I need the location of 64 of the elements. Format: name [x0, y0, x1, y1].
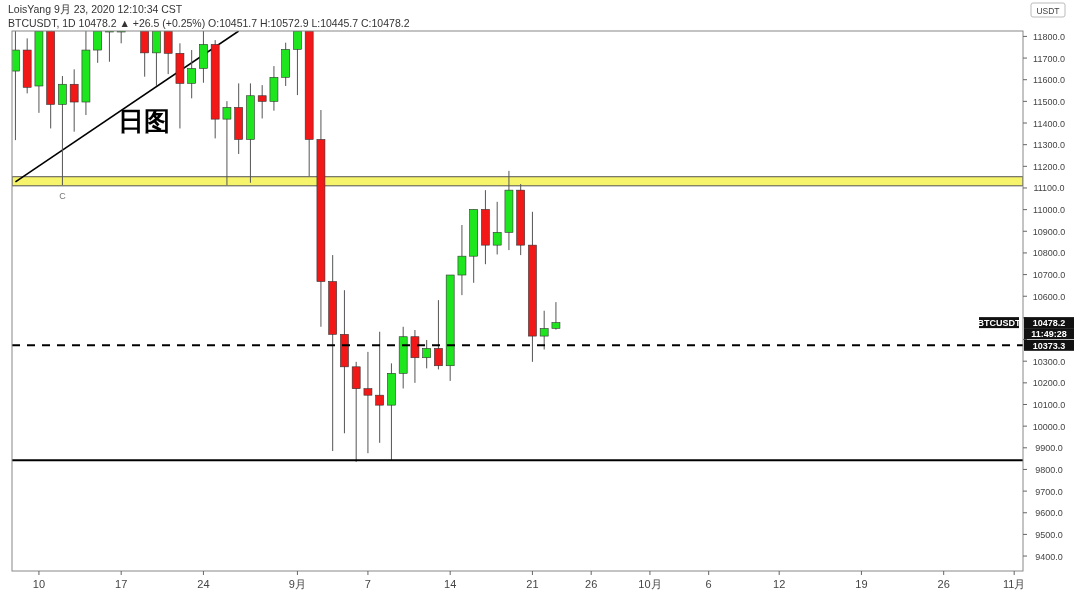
annotation: 日图 [118, 106, 170, 136]
y-tick-label: 9600.0 [1035, 508, 1063, 519]
ref-line-label: 10373.3 [1032, 340, 1066, 351]
x-tick-label: 10月 [638, 578, 662, 590]
x-tick-label: 14 [444, 578, 457, 590]
text: 11:49:28 [1031, 329, 1067, 340]
candlestick [163, 31, 173, 75]
y-tick-label: 10900.0 [1032, 226, 1066, 237]
chart-title: LoisYang 9月 23, 2020 12:10:34 CST [8, 3, 183, 15]
candlestick [12, 31, 20, 141]
y-tick-label: 11600.0 [1033, 75, 1065, 86]
x-tick-label: 26 [937, 578, 950, 590]
candlestick [69, 68, 79, 133]
x-tick-label: 19 [855, 578, 868, 590]
candlestick [539, 310, 549, 350]
y-tick-label: 10600.0 [1032, 291, 1066, 302]
y-tick-label: 11300.0 [1033, 140, 1065, 151]
y-tick-label: 10200.0 [1032, 378, 1066, 389]
x-tick-label: 9月 [288, 578, 306, 590]
candlestick [187, 49, 196, 99]
x-tick-label: 11月 [1002, 578, 1026, 590]
chart-subtitle: BTCUSDT, 1D 10478.2 ▲ +26.5 (+0.25%) O:10451.7 H:10572.9 L:10445.7 C:10478.2 [8, 17, 410, 29]
y-tick-label: 11100.0 [1033, 183, 1065, 194]
candlestick [551, 301, 561, 331]
x-tick-label: 10 [32, 578, 46, 590]
y-tick-label: 11000.0 [1033, 205, 1065, 216]
candlestick [152, 31, 161, 87]
candlestick [351, 361, 361, 463]
x-tick-label: 6 [705, 578, 712, 590]
y-tick-label: 11700.0 [1033, 53, 1065, 64]
candlestick [257, 84, 267, 119]
text: USDT [1036, 5, 1060, 16]
candlestick [93, 31, 102, 64]
candlestick [492, 201, 502, 255]
y-tick-label: 10000.0 [1032, 421, 1066, 432]
y-tick-label: 9900.0 [1035, 443, 1063, 454]
y-tick-label: 11500.0 [1033, 96, 1065, 107]
candlestick [422, 339, 431, 369]
y-tick-label: 9800.0 [1035, 464, 1063, 475]
x-tick-label: 7 [364, 578, 371, 590]
x-tick-label: 21 [526, 578, 539, 590]
candlestick [140, 31, 149, 78]
y-tick-label: 10700.0 [1032, 270, 1066, 281]
y-tick-label: 10100.0 [1032, 400, 1066, 410]
y-tick-label: 9500.0 [1035, 529, 1063, 540]
x-tick-label: 17 [115, 578, 128, 590]
x-tick-label: 26 [585, 578, 598, 590]
x-tick-label: 24 [197, 578, 210, 590]
y-tick-label: 11200.0 [1033, 161, 1065, 172]
x-tick-label: 12 [773, 578, 786, 590]
candlestick [434, 299, 443, 370]
y-tick-label: 10300.0 [1032, 356, 1066, 367]
y-tick-label: 10800.0 [1032, 248, 1066, 259]
candlestick [410, 329, 420, 384]
candlestick [293, 31, 302, 96]
candlestick [363, 351, 373, 454]
text: 10478.2 [1032, 318, 1066, 329]
candlestick [375, 331, 384, 444]
annotation: C [59, 191, 67, 202]
y-tick-label: 11400.0 [1033, 118, 1065, 129]
y-tick-label: 9700.0 [1035, 486, 1063, 497]
y-tick-label: 11800.0 [1033, 31, 1065, 42]
y-tick-label: 9400.0 [1035, 551, 1063, 562]
candlestick [457, 224, 467, 296]
